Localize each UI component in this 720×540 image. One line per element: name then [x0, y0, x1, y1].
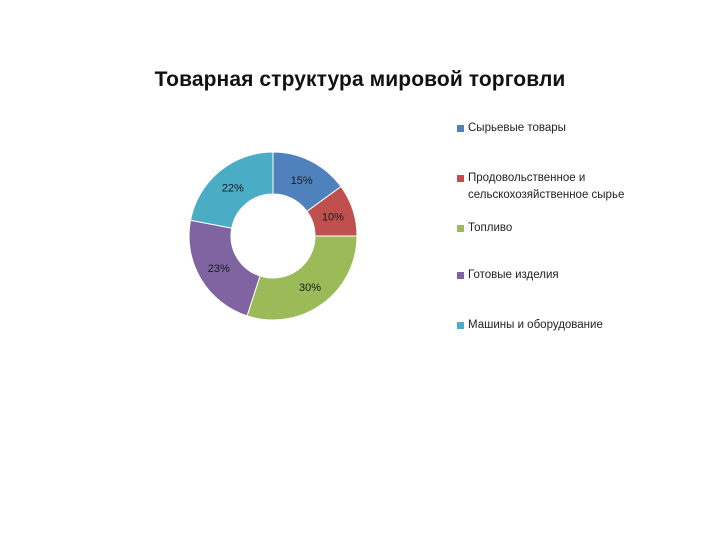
slice-label-2: 10% [322, 212, 344, 224]
legend-swatch-3 [457, 225, 464, 232]
legend-item-4: Готовые изделия [457, 267, 697, 284]
legend-item-2: Продовольственное и сельскохозяйственное… [457, 170, 697, 204]
legend-swatch-4 [457, 272, 464, 279]
legend-label-4: Готовые изделия [468, 269, 559, 281]
legend-swatch-2 [457, 175, 464, 182]
legend-label-1: Сырьевые товары [468, 122, 566, 134]
legend-swatch-1 [457, 125, 464, 132]
legend-label-5: Машины и оборудование [468, 319, 603, 331]
chart-title: Товарная структура мировой торговли [154, 68, 566, 91]
legend-item-3: Топливо [457, 220, 697, 237]
legend-item-5: Машины и оборудование [457, 317, 697, 334]
slice-label-5: 22% [222, 182, 244, 194]
slice-label-1: 15% [291, 175, 313, 187]
slice-label-3: 30% [299, 282, 321, 294]
legend-swatch-5 [457, 322, 464, 329]
donut-slice-3 [246, 235, 358, 321]
legend-label-2: Продовольственное и сельскохозяйственное… [468, 172, 625, 201]
legend-label-3: Топливо [468, 222, 513, 234]
donut-slice-5 [189, 151, 274, 229]
slice-label-4: 23% [208, 263, 230, 275]
legend-item-1: Сырьевые товары [457, 120, 697, 137]
